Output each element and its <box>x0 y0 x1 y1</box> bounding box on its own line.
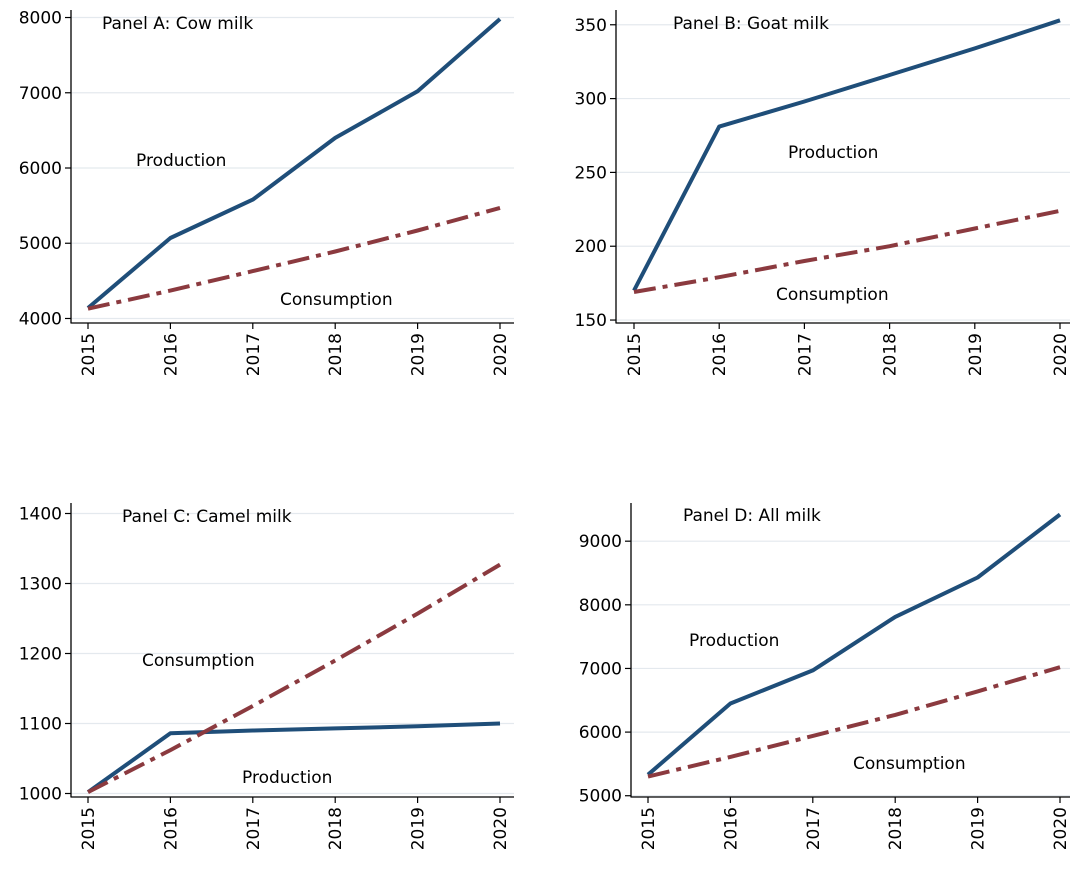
consumption-line <box>633 208 1061 294</box>
panel-b-axes <box>610 10 1070 329</box>
consumption-line <box>647 665 1061 779</box>
x-tick-label: 2016 <box>161 807 181 850</box>
panel-c-y-ticks: 1000 1100 1200 1300 1400 <box>19 505 62 805</box>
x-tick-label: 2018 <box>886 807 906 850</box>
x-tick-label: 2019 <box>409 333 429 376</box>
panel-b-x-ticks: 2015 2016 2017 2018 2019 2020 <box>625 333 1071 376</box>
x-tick-label: 2020 <box>491 807 511 850</box>
y-tick-label: 6000 <box>579 723 622 743</box>
x-tick-label: 2020 <box>1051 807 1071 850</box>
panel-d-y-ticks: 5000 6000 7000 8000 9000 <box>579 532 622 807</box>
x-tick-label: 2016 <box>710 333 730 376</box>
y-tick-label: 1000 <box>19 785 62 805</box>
panel-a-axes <box>65 10 514 329</box>
panel-c-consumption-label: Consumption <box>142 651 255 671</box>
y-tick-label: 250 <box>575 163 607 183</box>
x-tick-label: 2017 <box>244 807 264 850</box>
x-tick-label: 2017 <box>804 807 824 850</box>
panel-a-production-label: Production <box>136 151 226 171</box>
panel-c-grid <box>71 512 514 795</box>
y-tick-label: 7000 <box>579 659 622 679</box>
production-line <box>86 17 502 310</box>
x-tick-label: 2015 <box>79 807 99 850</box>
x-tick-label: 2015 <box>639 807 659 850</box>
panel-c-axes <box>65 503 514 803</box>
y-tick-label: 4000 <box>19 309 62 329</box>
x-tick-label: 2017 <box>795 333 815 376</box>
panel-b-production-label: Production <box>788 143 878 163</box>
x-tick-label: 2019 <box>969 807 989 850</box>
panel-a-x-ticks: 2015 2016 2017 2018 2019 2020 <box>79 333 511 376</box>
panel-d-grid <box>631 540 1070 797</box>
x-tick-label: 2016 <box>721 807 741 850</box>
x-tick-label: 2019 <box>409 807 429 850</box>
y-tick-label: 6000 <box>19 159 62 179</box>
y-tick-label: 7000 <box>19 84 62 104</box>
panel-d-title: Panel D: All milk <box>683 506 821 526</box>
production-line <box>646 512 1062 777</box>
x-tick-label: 2018 <box>326 333 346 376</box>
panel-c-title: Panel C: Camel milk <box>122 507 292 527</box>
x-tick-label: 2016 <box>161 333 181 376</box>
panel-a-series <box>86 17 502 311</box>
y-tick-label: 1200 <box>19 645 62 665</box>
x-tick-label: 2015 <box>79 333 99 376</box>
y-tick-label: 1100 <box>19 715 62 735</box>
panel-a-consumption-label: Consumption <box>280 290 393 310</box>
y-tick-label: 300 <box>575 90 607 110</box>
y-tick-label: 150 <box>575 311 607 331</box>
panel-c-production-label: Production <box>242 768 332 788</box>
panel-a-title: Panel A: Cow milk <box>102 14 253 34</box>
x-tick-label: 2017 <box>244 333 264 376</box>
panel-b-y-ticks: 150 200 250 300 350 <box>575 16 607 331</box>
panel-d-production-label: Production <box>689 631 779 651</box>
y-tick-label: 5000 <box>19 234 62 254</box>
panel-a-y-ticks: 4000 5000 6000 7000 8000 <box>19 9 62 330</box>
panel-d-series <box>646 512 1062 779</box>
y-tick-label: 8000 <box>579 596 622 616</box>
panel-b-consumption-label: Consumption <box>776 285 889 305</box>
panel-d-x-ticks: 2015 2016 2017 2018 2019 2020 <box>639 807 1071 850</box>
x-tick-label: 2018 <box>326 807 346 850</box>
panel-b-title: Panel B: Goat milk <box>673 14 829 34</box>
x-tick-label: 2018 <box>881 333 901 376</box>
production-line <box>632 18 1061 292</box>
y-tick-label: 1300 <box>19 575 62 595</box>
panel-b: 150 200 250 300 350 2015 2016 2017 2018 2019 2020… <box>575 10 1071 376</box>
panel-c-series <box>86 562 502 794</box>
y-tick-label: 8000 <box>19 9 62 29</box>
consumption-line <box>87 562 502 794</box>
y-tick-label: 1400 <box>19 505 62 525</box>
y-tick-label: 350 <box>575 16 607 36</box>
panel-b-series <box>632 18 1061 294</box>
x-tick-label: 2015 <box>625 333 645 376</box>
panel-d-axes <box>625 503 1070 803</box>
y-tick-label: 9000 <box>579 532 622 552</box>
panel-d-consumption-label: Consumption <box>853 754 966 774</box>
production-line <box>86 721 501 794</box>
consumption-line <box>87 205 501 311</box>
x-tick-label: 2019 <box>966 333 986 376</box>
panel-c-x-ticks: 2015 2016 2017 2018 2019 2020 <box>79 807 511 850</box>
x-tick-label: 2020 <box>1051 333 1071 376</box>
y-tick-label: 200 <box>575 237 607 257</box>
x-tick-label: 2020 <box>491 333 511 376</box>
panel-b-grid <box>616 24 1070 321</box>
y-tick-label: 5000 <box>579 787 622 807</box>
